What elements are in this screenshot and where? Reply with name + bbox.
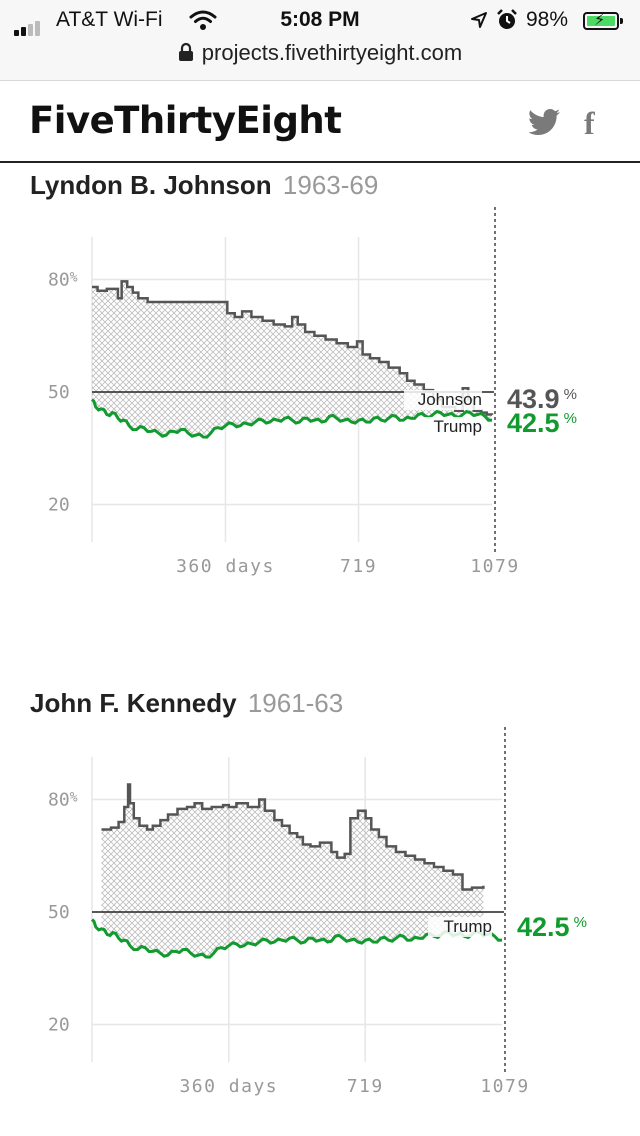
clock: 5:08 PM [280, 8, 360, 31]
x-tick-label: 1079 [470, 556, 519, 577]
site-header: FiveThirtyEight f [0, 81, 640, 163]
chart-2-title: John F. Kennedy 1961-63 [30, 688, 343, 719]
y-tick-label: 80% [48, 790, 78, 811]
approval-chart-kennedy: DAY 1,079 20 50 80% 360 days 719 1079 Trump 42.5… [48, 725, 587, 1097]
series-label-trump: Trump [434, 417, 483, 436]
y-tick-label: 20 [48, 495, 70, 516]
y-tick-label: 50 [48, 382, 70, 403]
approval-gap-area [92, 281, 492, 438]
day-label: DAY 1,079 [470, 725, 546, 726]
series-label-other: Johnson [418, 390, 482, 409]
wifi-icon [189, 10, 217, 30]
url-text: projects.fivethirtyeight.com [201, 40, 463, 65]
trump-value: 42.5% [517, 912, 587, 942]
location-icon [471, 12, 487, 28]
term-years: 1961-63 [247, 688, 344, 718]
site-logo[interactable]: FiveThirtyEight [29, 99, 342, 142]
battery-icon: ⚡ [583, 12, 623, 30]
trump-value: 42.5% [507, 408, 577, 438]
approval-chart-johnson: DAY 1,079205080%360 days7191079Johnson43… [48, 205, 577, 577]
alarm-icon [497, 9, 517, 29]
x-tick-label: 360 days [179, 1076, 278, 1097]
x-tick-label: 719 [347, 1076, 384, 1097]
browser-status-bar: AT&T Wi-Fi 5:08 PM 98% ⚡ projects.fiveth… [0, 0, 640, 81]
approval-gap-area [101, 784, 484, 958]
twitter-icon[interactable] [529, 109, 561, 135]
series-other [101, 783, 485, 891]
carrier-label: AT&T Wi-Fi [56, 8, 163, 31]
cell-signal-icon [14, 12, 42, 36]
y-tick-label: 50 [48, 902, 70, 923]
x-tick-label: 1079 [480, 1076, 529, 1097]
president-name: Lyndon B. Johnson [30, 170, 272, 200]
chart-1-title: Lyndon B. Johnson 1963-69 [30, 170, 378, 201]
term-years: 1963-69 [282, 170, 379, 200]
y-tick-label: 80% [48, 270, 78, 291]
series-trump [90, 398, 493, 439]
series-label-trump: Trump [444, 917, 493, 936]
address-bar[interactable]: projects.fivethirtyeight.com [0, 40, 640, 66]
lock-icon [178, 42, 193, 61]
president-name: John F. Kennedy [30, 688, 237, 718]
facebook-icon[interactable]: f [584, 105, 595, 141]
day-label: DAY 1,079 [460, 205, 536, 206]
battery-percent: 98% [526, 8, 569, 31]
x-tick-label: 360 days [176, 556, 275, 577]
x-tick-label: 719 [340, 556, 377, 577]
y-tick-label: 20 [48, 1015, 70, 1036]
